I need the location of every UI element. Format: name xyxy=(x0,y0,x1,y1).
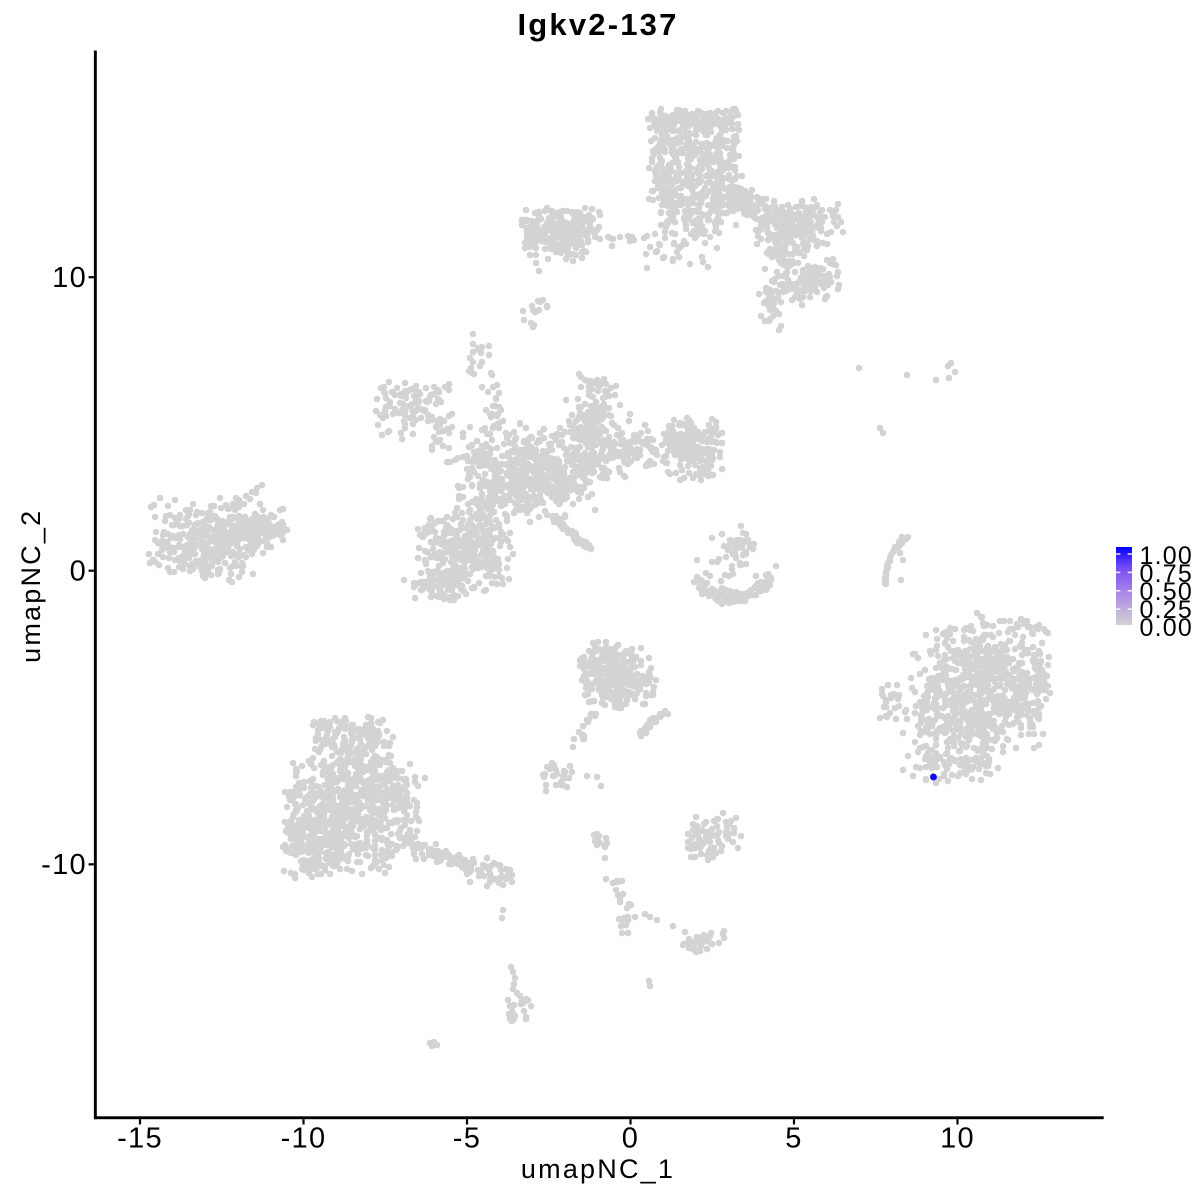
svg-text:umapNC_2: umapNC_2 xyxy=(16,509,46,663)
svg-text:-5: -5 xyxy=(453,1123,481,1155)
svg-text:0.25: 0.25 xyxy=(1140,596,1193,624)
svg-text:0: 0 xyxy=(70,556,87,588)
svg-text:10: 10 xyxy=(52,262,87,294)
svg-text:umapNC_1: umapNC_1 xyxy=(521,1154,675,1184)
svg-text:-15: -15 xyxy=(117,1123,163,1155)
svg-text:0: 0 xyxy=(622,1123,639,1155)
svg-text:10: 10 xyxy=(940,1123,975,1155)
svg-text:-10: -10 xyxy=(281,1123,327,1155)
svg-text:Igkv2-137: Igkv2-137 xyxy=(517,7,678,42)
svg-text:0.00: 0.00 xyxy=(1140,614,1193,642)
svg-text:5: 5 xyxy=(785,1123,802,1155)
svg-text:-10: -10 xyxy=(41,849,87,881)
svg-text:0.50: 0.50 xyxy=(1140,578,1193,606)
svg-text:1.00: 1.00 xyxy=(1140,542,1193,570)
svg-text:0.75: 0.75 xyxy=(1140,560,1193,588)
